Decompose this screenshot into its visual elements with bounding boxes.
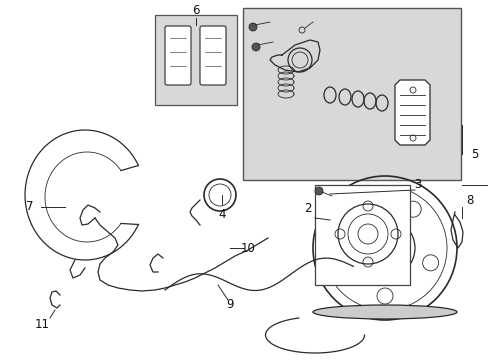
FancyBboxPatch shape xyxy=(164,26,191,85)
Text: 8: 8 xyxy=(466,194,473,207)
Text: 4: 4 xyxy=(218,208,225,221)
Ellipse shape xyxy=(312,305,456,319)
Circle shape xyxy=(314,187,323,195)
Text: 7: 7 xyxy=(26,201,34,213)
Text: 9: 9 xyxy=(226,298,233,311)
FancyBboxPatch shape xyxy=(200,26,225,85)
Text: 10: 10 xyxy=(240,242,255,255)
Polygon shape xyxy=(394,80,429,145)
Bar xyxy=(314,185,409,285)
Bar xyxy=(243,8,460,180)
Text: 6: 6 xyxy=(192,4,199,18)
Text: 3: 3 xyxy=(413,179,421,192)
Circle shape xyxy=(251,43,260,51)
Text: 2: 2 xyxy=(304,202,311,216)
Bar xyxy=(155,15,237,105)
Circle shape xyxy=(248,23,257,31)
Text: 11: 11 xyxy=(35,319,49,332)
Text: 5: 5 xyxy=(470,148,478,161)
